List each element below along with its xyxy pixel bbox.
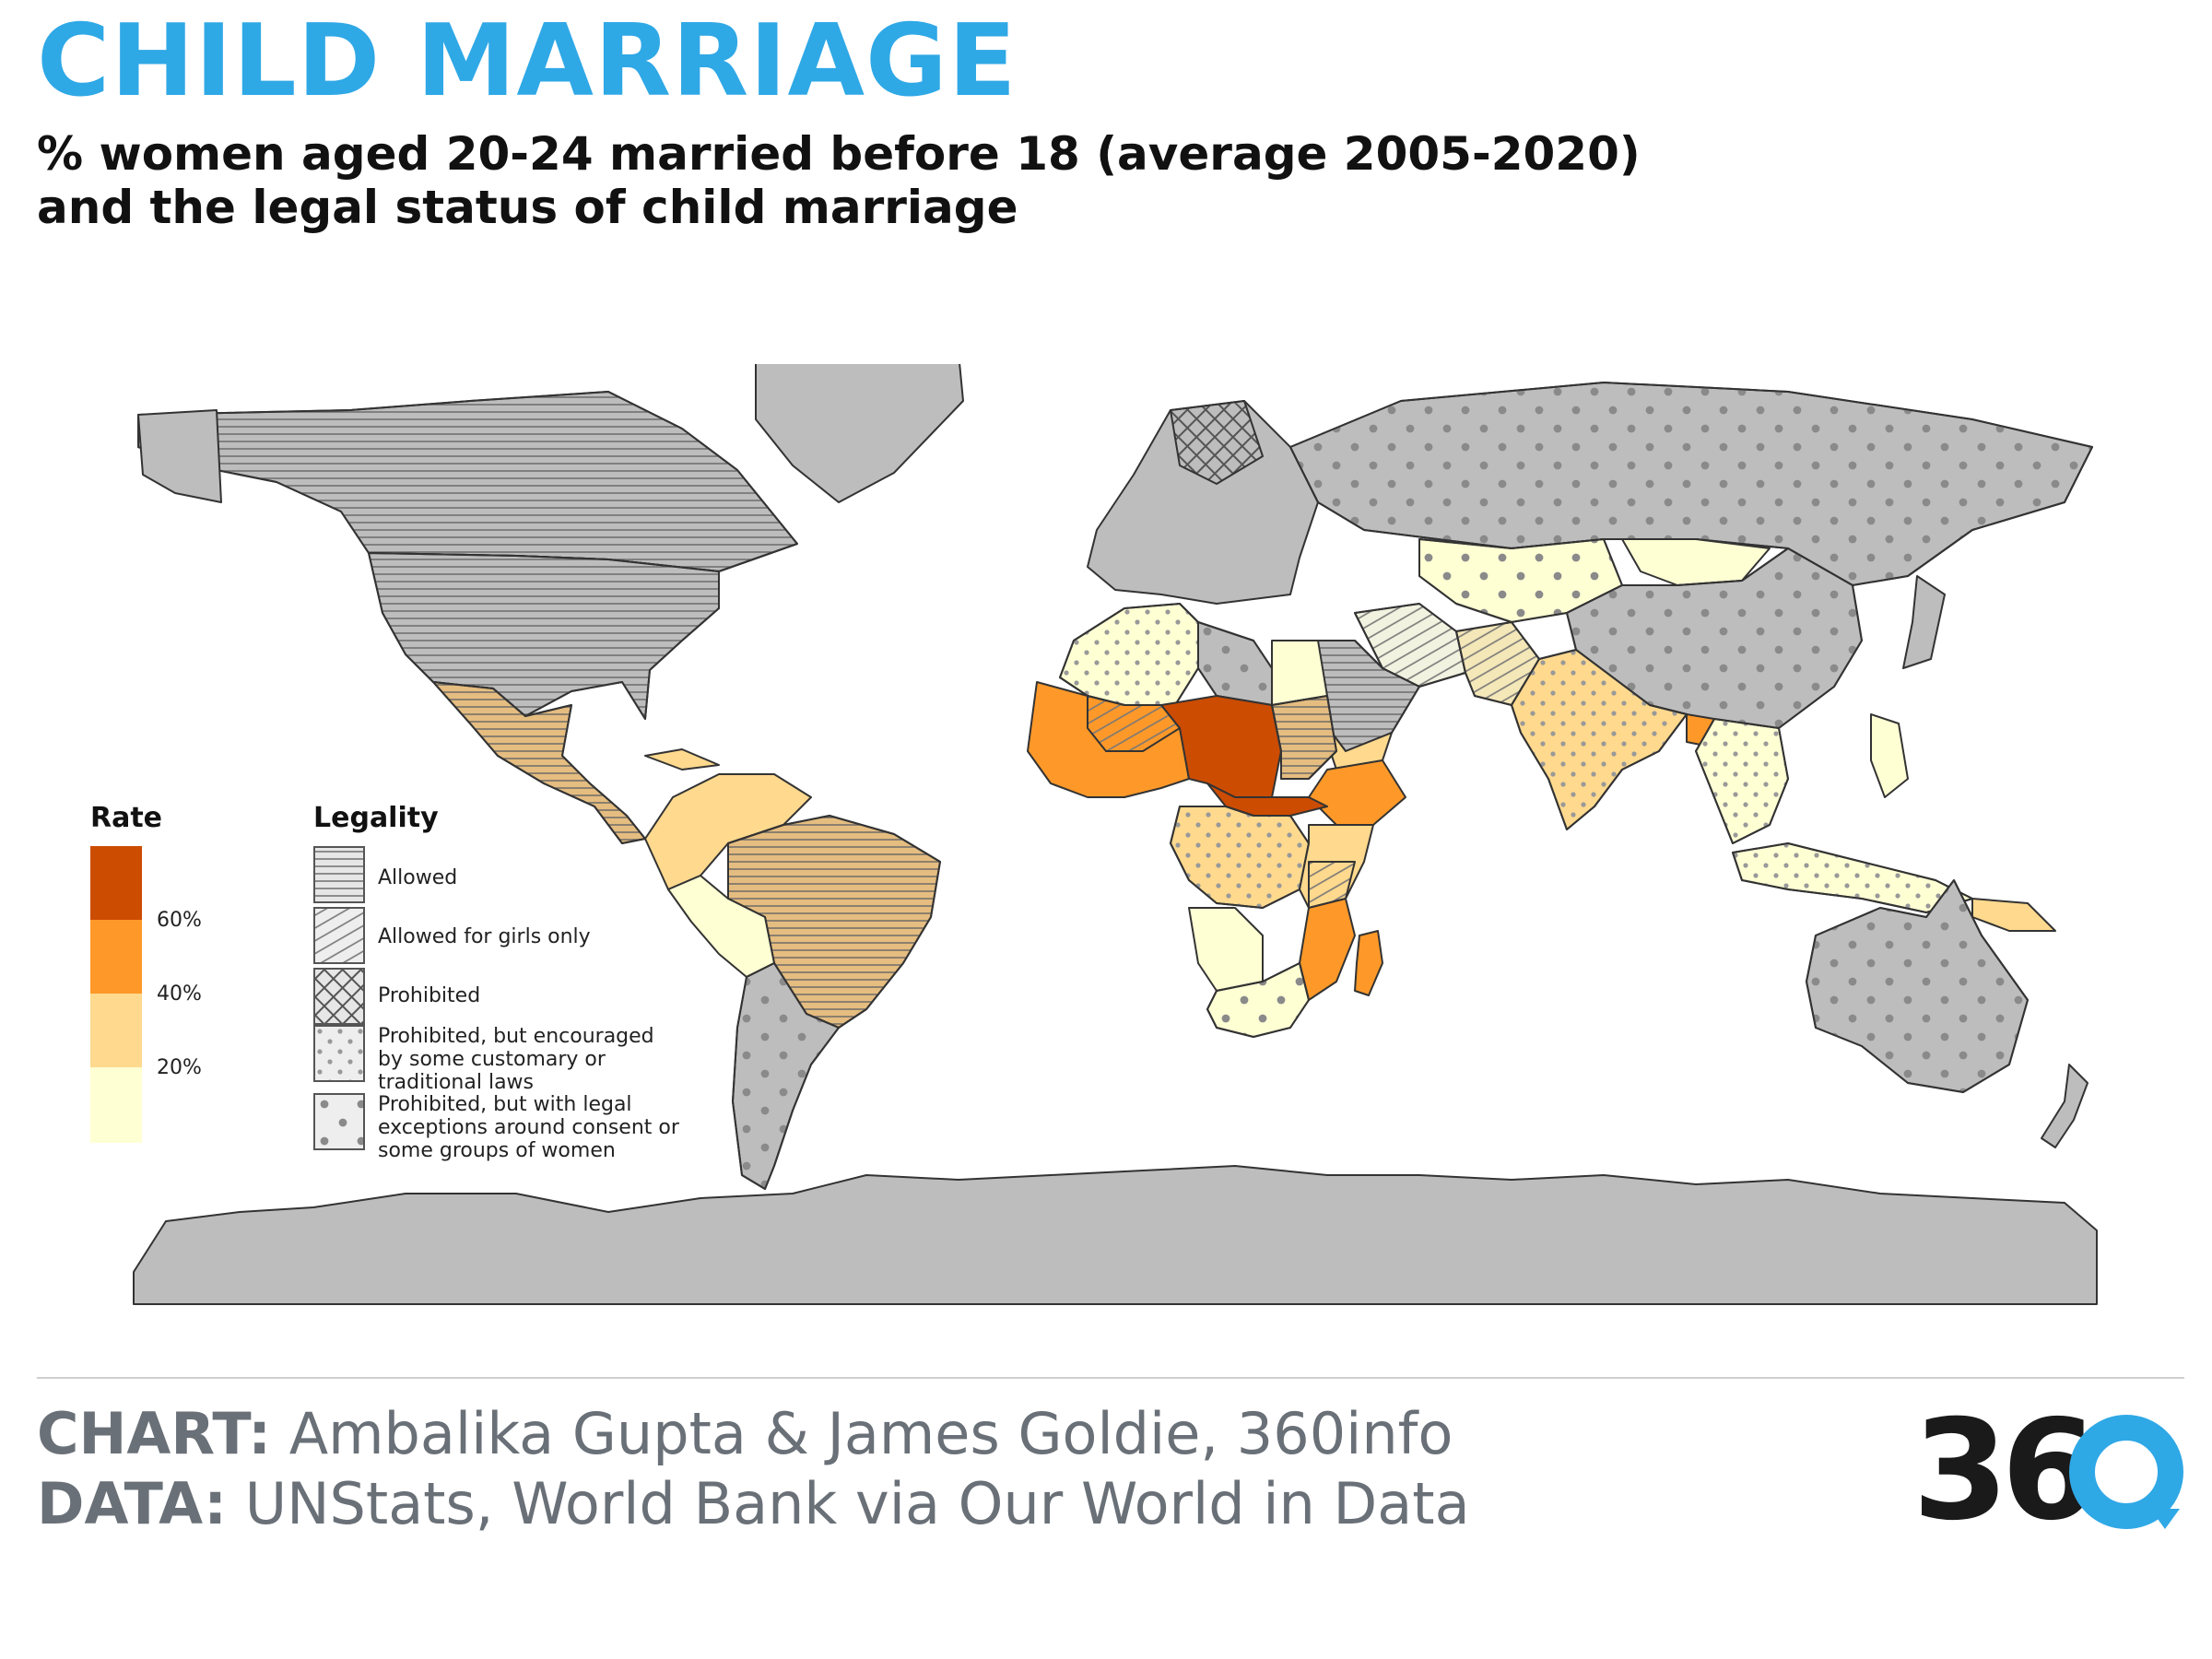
legality-label-exceptions: Prohibited, but with legal exceptions ar…: [378, 1093, 679, 1163]
antarctica-region: [133, 1165, 2098, 1305]
caribbean-region: [644, 748, 720, 771]
legality-swatch-allowed-girls: [313, 907, 365, 964]
rate-tick-40: 40%: [157, 982, 202, 1006]
argentina-chile-region-pattern: [732, 962, 840, 1190]
world-map: [133, 364, 2098, 1305]
mexico-region-pattern: [432, 681, 646, 844]
yemen-region: [1317, 713, 1393, 771]
rate-tick-60: 60%: [157, 909, 202, 932]
russia-region-pattern: [1289, 382, 2093, 586]
subtitle-line-1: % women aged 20-24 married before 18 (av…: [37, 127, 1641, 181]
chart-credit-label: CHART:: [37, 1400, 272, 1467]
rate-swatch-60-plus: [90, 846, 142, 920]
australia-region-pattern: [1806, 879, 2029, 1093]
rate-swatch-40-60: [90, 920, 142, 994]
southern-africa-region-pattern: [1206, 962, 1310, 1038]
ethiopia-region: [1308, 759, 1406, 826]
chart-subtitle: % women aged 20-24 married before 18 (av…: [37, 127, 1641, 234]
papua-new-guinea-region: [1971, 898, 2056, 932]
legality-label-customary: Prohibited, but encouraged by some custo…: [378, 1025, 654, 1095]
new-zealand-region: [2041, 1064, 2088, 1148]
logo-text: 36: [1912, 1406, 2090, 1535]
data-credit-label: DATA:: [37, 1470, 228, 1537]
tanzania-region-pattern: [1308, 861, 1356, 909]
sudan-region-pattern: [1271, 695, 1337, 780]
rate-swatch-20-40: [90, 994, 142, 1067]
india-region-pattern: [1511, 649, 1688, 830]
footer-divider: [37, 1377, 2184, 1379]
angola-region: [1188, 907, 1264, 992]
360info-logo: 36: [1912, 1406, 2183, 1535]
legality-swatch-customary: [313, 1025, 365, 1082]
legality-swatch-prohibited: [313, 968, 365, 1025]
legality-label-prohibited: Prohibited: [378, 984, 481, 1007]
rate-tick-20: 20%: [157, 1056, 202, 1079]
madagascar-region: [1354, 930, 1383, 996]
europe-region-pattern: [1170, 400, 1264, 485]
philippines-region: [1870, 713, 1909, 798]
rate-swatch-0-20: [90, 1067, 142, 1143]
libya-region-pattern: [1197, 621, 1273, 706]
congo-region-pattern: [1170, 806, 1310, 909]
chart-credit: CHART: Ambalika Gupta & James Goldie, 36…: [37, 1400, 1453, 1467]
greenland-region: [755, 364, 964, 503]
mali-region-pattern: [1087, 695, 1181, 752]
usa-region-pattern: [368, 552, 720, 720]
north-africa-region-pattern: [1059, 603, 1199, 706]
mozambique-region: [1299, 898, 1356, 1001]
legality-swatch-exceptions: [313, 1093, 365, 1150]
canada-region-pattern: [137, 391, 798, 572]
alaska-region: [137, 409, 222, 503]
egypt-region: [1271, 640, 1328, 706]
southeast-asia-region-pattern: [1695, 718, 1789, 844]
subtitle-line-2: and the legal status of child marriage: [37, 181, 1018, 234]
legality-label-allowed: Allowed: [378, 866, 458, 889]
data-credit: DATA: UNStats, World Bank via Our World …: [37, 1470, 1470, 1537]
data-credit-text: UNStats, World Bank via Our World in Dat…: [244, 1470, 1470, 1537]
chart-title: CHILD MARRIAGE: [37, 4, 1018, 119]
japan-region: [1902, 575, 1946, 669]
rate-legend-title: Rate: [90, 802, 163, 834]
chart-credit-text: Ambalika Gupta & James Goldie, 360info: [288, 1400, 1453, 1467]
legality-legend-title: Legality: [313, 802, 439, 834]
legality-label-allowed-girls: Allowed for girls only: [378, 925, 591, 948]
logo-refresh-icon: [2069, 1415, 2183, 1529]
legality-swatch-allowed: [313, 846, 365, 903]
